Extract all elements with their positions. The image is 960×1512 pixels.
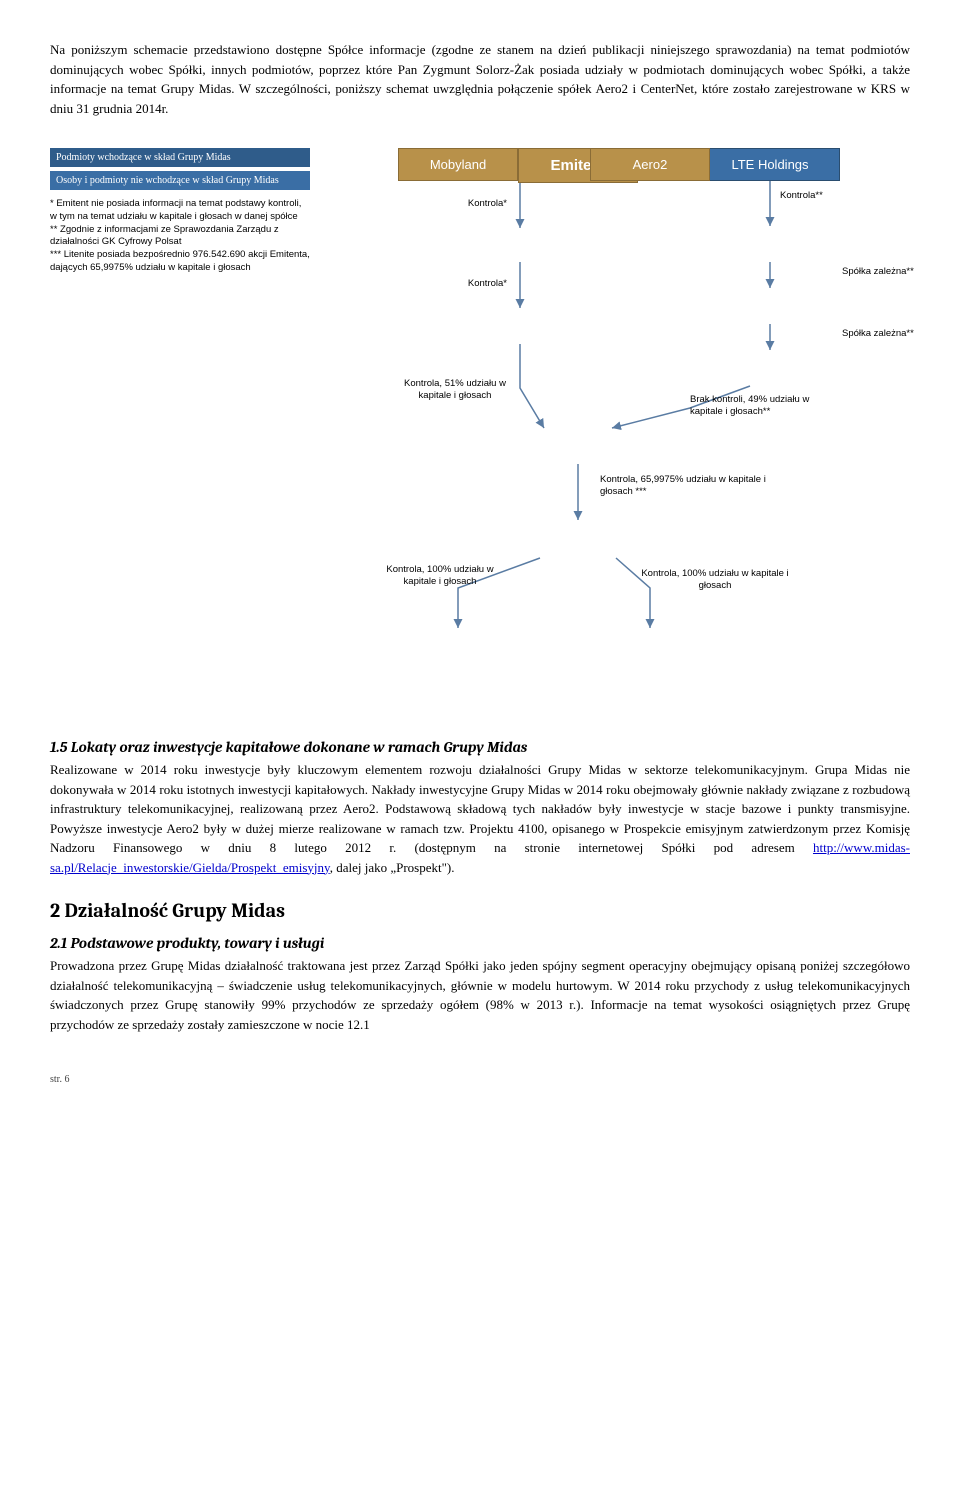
heading-1-5: 1.5 Lokaty oraz inwestycje kapitałowe do… (50, 738, 910, 756)
edge-solorz-cyfrowy: Kontrola** (780, 190, 840, 202)
legend-row-nongroup: Osoby i podmioty nie wchodzące w skład G… (50, 171, 310, 190)
legend-note-3: *** Litenite posiada bezpośrednio 976.54… (50, 249, 310, 275)
heading-2: 2 Działalność Grupy Midas (50, 899, 910, 922)
legend-note-2: ** Zgodnie z informacjami ze Sprawozdani… (50, 224, 310, 250)
edge-karswell-ortholuck: Kontrola* (452, 278, 507, 290)
sec15-text-2: , dalej jako „Prospekt"). (330, 860, 455, 875)
edge-litenite-emitent: Kontrola, 65,9975% udziału w kapitale i … (600, 474, 770, 498)
legend: Podmioty wchodzące w skład Grupy Midas O… (50, 148, 310, 275)
node-mobyland: Mobyland (398, 148, 518, 181)
intro-paragraph: Na poniższym schemacie przedstawiono dos… (50, 40, 910, 118)
legend-notes: * Emitent nie posiada informacji na tema… (50, 198, 310, 275)
page-footer: str. 6 (50, 1074, 910, 1085)
edge-polkomtel-lte: Spółka zależna** (842, 328, 932, 340)
sec15-text-1: Realizowane w 2014 roku inwestycje były … (50, 762, 910, 855)
ownership-diagram: Podmioty wchodzące w skład Grupy Midas O… (50, 148, 910, 688)
edge-lte-litenite: Brak kontroli, 49% udziału w kapitale i … (690, 394, 840, 418)
edge-ortholuck-litenite: Kontrola, 51% udziału w kapitale i głosa… (390, 378, 520, 402)
heading-2-1: 2.1 Podstawowe produkty, towary i usługi (50, 934, 910, 952)
node-aero2: Aero2 (590, 148, 710, 181)
legend-note-1: * Emitent nie posiada informacji na tema… (50, 198, 310, 224)
edge-solorz-karswell: Kontrola* (452, 198, 507, 210)
edge-cyfrowy-polkomtel: Spółka zależna** (842, 266, 932, 278)
edge-emitent-aero2: Kontrola, 100% udziału w kapitale i głos… (640, 568, 790, 592)
node-lte: LTE Holdings (700, 148, 840, 181)
section-2-1-body: Prowadzona przez Grupę Midas działalność… (50, 956, 910, 1034)
edge-emitent-mobyland: Kontrola, 100% udziału w kapitale i głos… (380, 564, 500, 588)
section-1-5-body: Realizowane w 2014 roku inwestycje były … (50, 760, 910, 877)
legend-row-group: Podmioty wchodzące w skład Grupy Midas (50, 148, 310, 167)
